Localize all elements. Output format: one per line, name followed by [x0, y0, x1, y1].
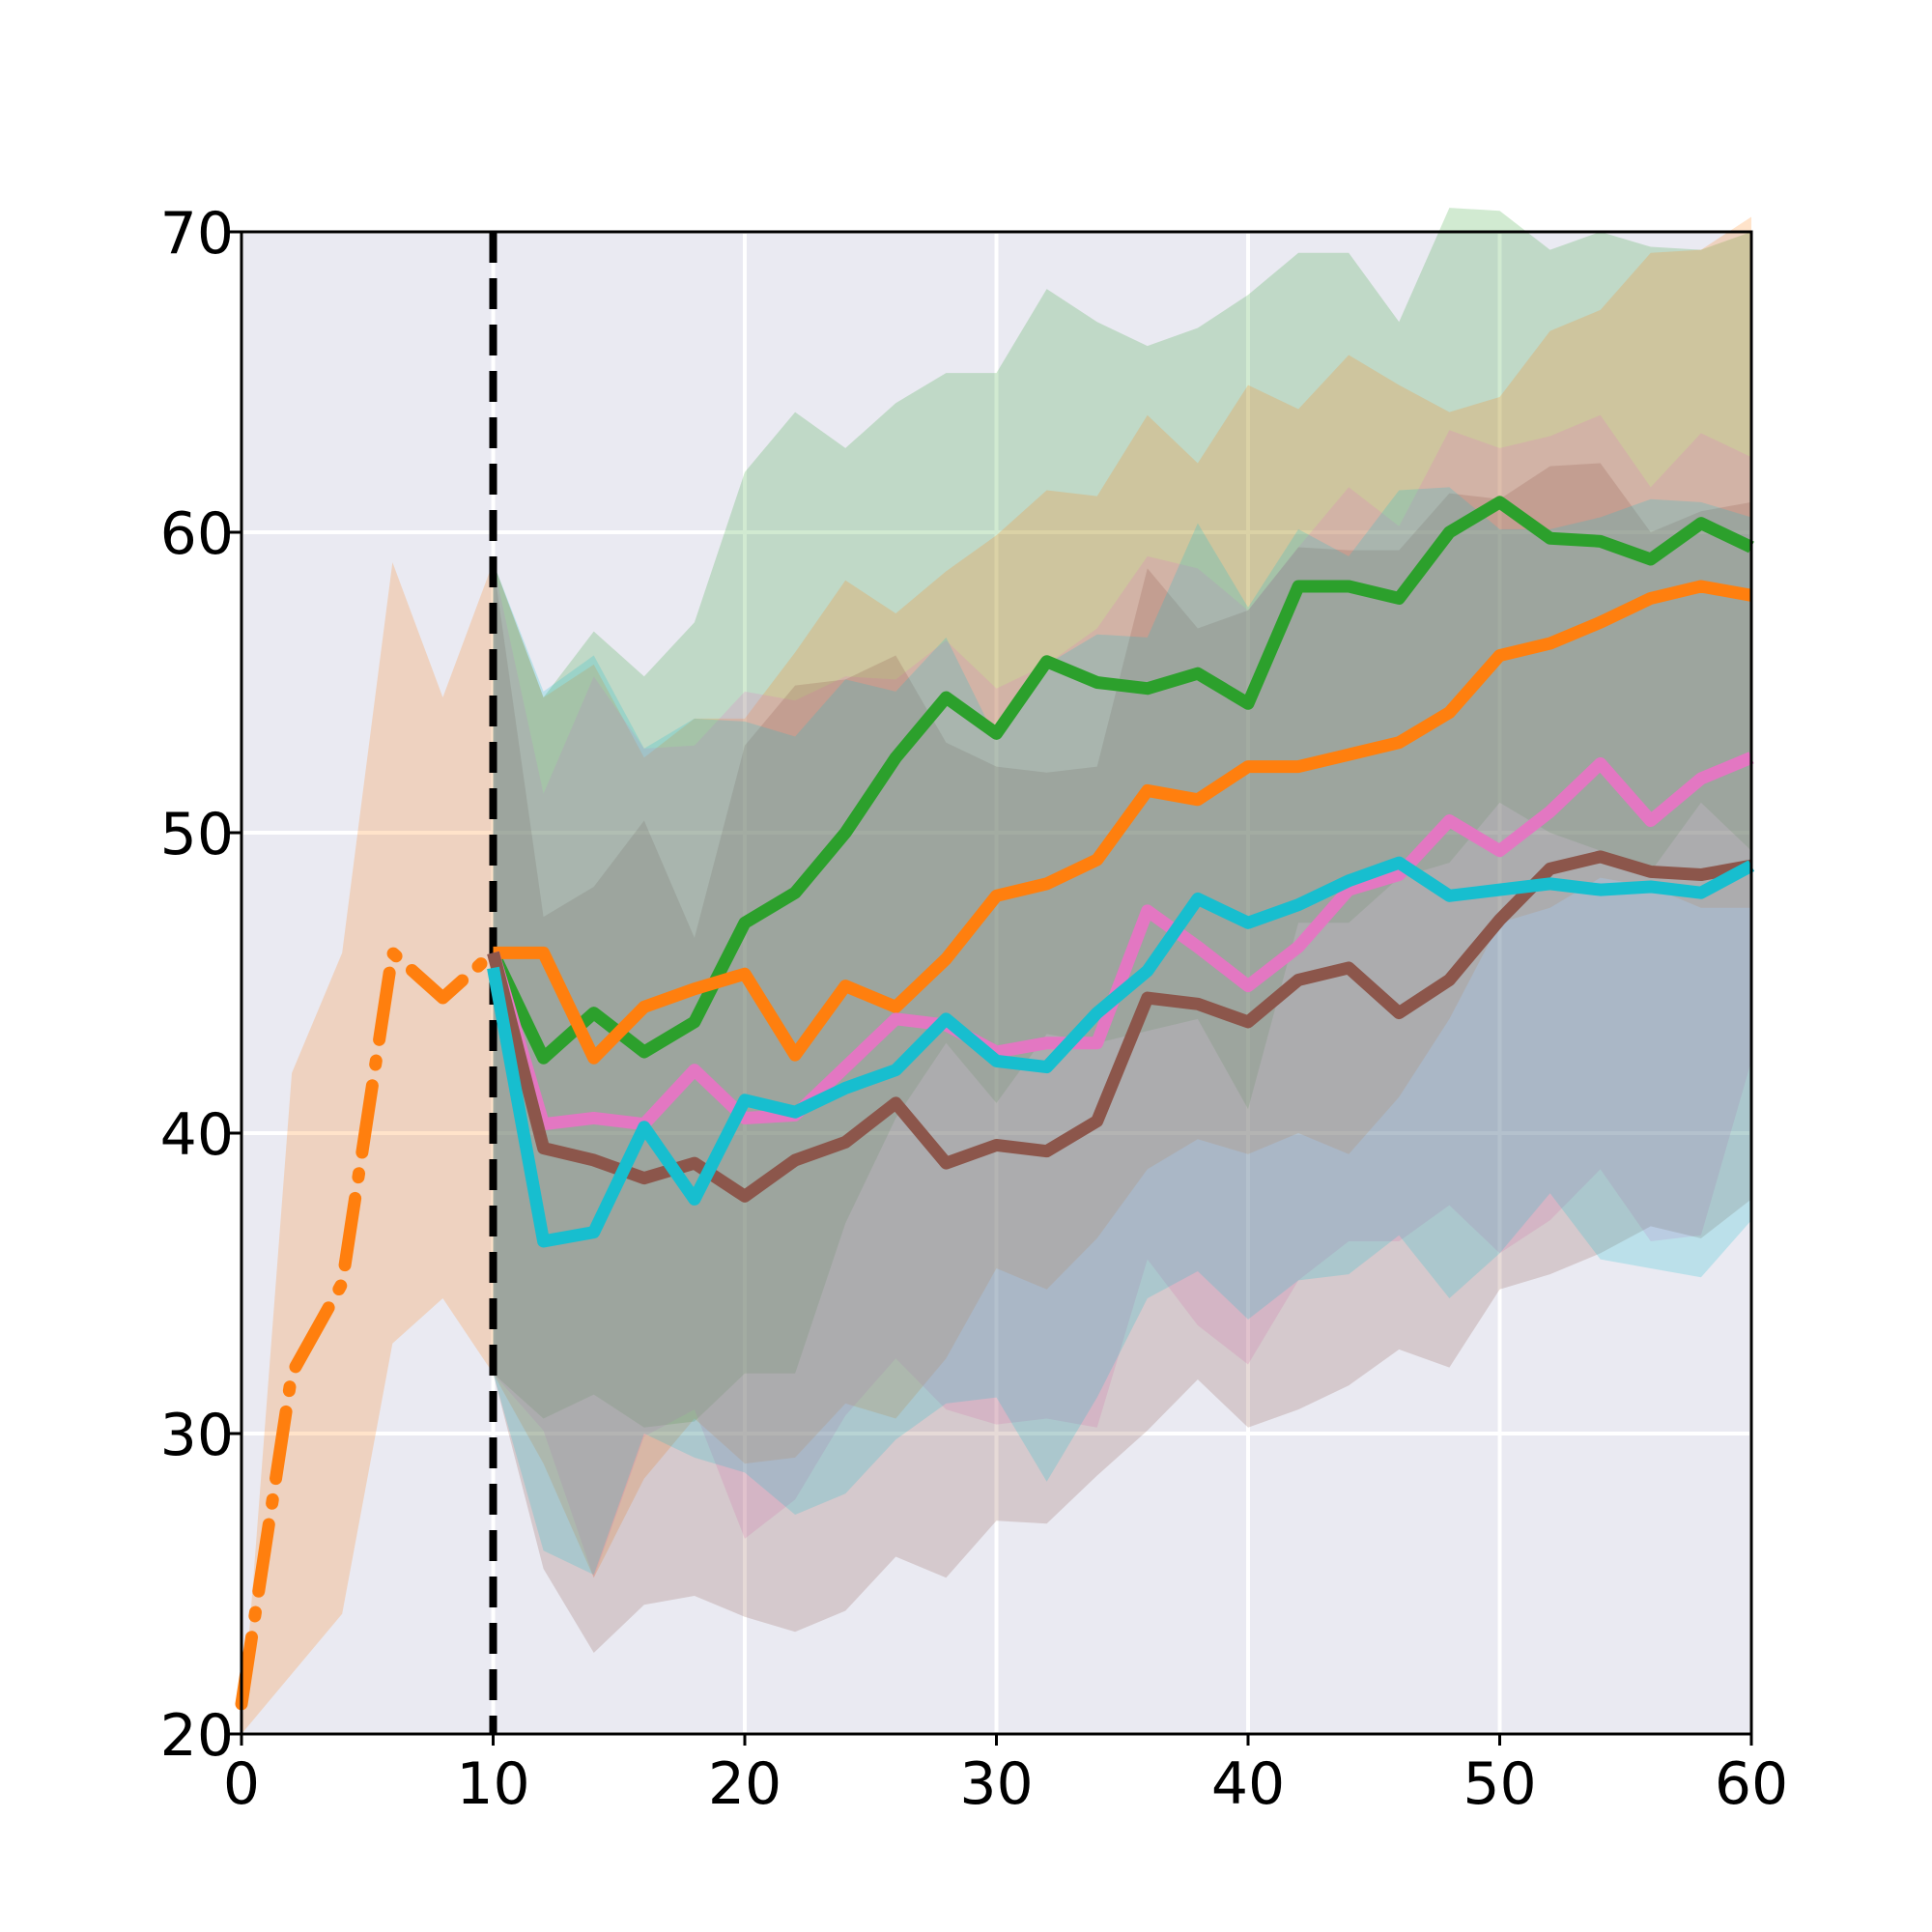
x-tick-label-0: 0: [223, 1750, 260, 1818]
x-tick-label-3: 30: [959, 1750, 1033, 1818]
series-line-1: [487, 496, 1754, 1065]
y-tick-label-3: 50: [160, 801, 234, 868]
x-tick-label-1: 10: [456, 1750, 529, 1818]
band-series-5: [493, 487, 1751, 1576]
x-tick-label-5: 50: [1463, 1750, 1536, 1818]
x-axis-ticks: 0 10 20 30 40 50 60: [223, 1734, 1788, 1818]
y-tick-label-2: 40: [160, 1101, 234, 1169]
y-axis-ticks: 20 30 40 50 60 70: [160, 200, 242, 1770]
x-tick-label-4: 40: [1211, 1750, 1285, 1818]
series-lines: [235, 496, 1755, 1711]
series-line-4: [487, 850, 1753, 1203]
series-line-5: [487, 856, 1755, 1248]
y-tick-label-0: 20: [160, 1702, 234, 1770]
series-line-0: [235, 946, 499, 1711]
series-line-3: [487, 752, 1754, 1131]
x-tick-label-2: 20: [708, 1750, 781, 1818]
y-tick-label-4: 60: [160, 500, 234, 568]
x-tick-label-6: 60: [1715, 1750, 1788, 1818]
series-line-2: [493, 580, 1753, 1065]
y-tick-label-1: 30: [160, 1402, 234, 1469]
y-tick-label-5: 70: [160, 200, 234, 268]
confidence-bands: [242, 208, 1751, 1734]
